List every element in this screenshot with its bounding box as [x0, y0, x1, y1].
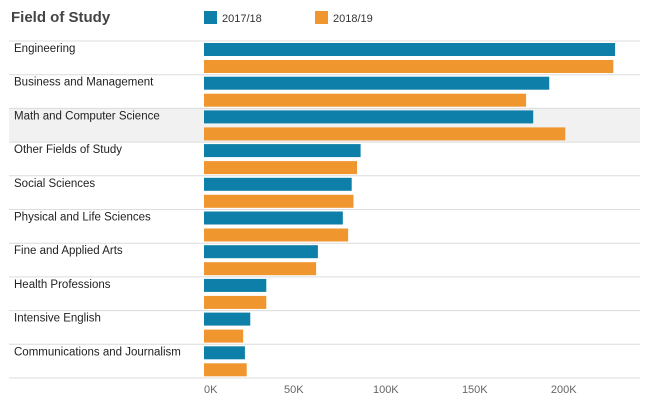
category-label-fine-and-applied-arts: Fine and Applied Arts — [14, 245, 123, 257]
x-axis-tick-layer: 0K 50K 100K 150K 200K — [204, 384, 577, 396]
category-label-physical-and-life-sciences: Physical and Life Sciences — [14, 212, 151, 224]
bar-2017-18-math-and-computer-science[interactable] — [204, 110, 534, 124]
category-label-math-and-computer-science: Math and Computer Science — [14, 110, 160, 122]
bar-2017-18-intensive-english[interactable] — [204, 312, 251, 326]
bar-2018-19-business-and-management[interactable] — [204, 93, 527, 107]
category-label-layer: Engineering Business and Management Math a… — [14, 43, 181, 358]
bar-2018-19-engineering[interactable] — [204, 60, 614, 73]
x-tick-label: 200K — [551, 384, 577, 396]
bar-2018-19-other-fields-of-study[interactable] — [204, 161, 358, 175]
bar-2017-18-other-fields-of-study[interactable] — [204, 144, 361, 158]
legend-label-2018-19: 2018/19 — [333, 13, 373, 25]
bar-2017-18-engineering[interactable] — [204, 43, 616, 56]
chart-title: Field of Study — [11, 9, 111, 26]
category-label-business-and-management: Business and Management — [14, 77, 154, 89]
bar-layer — [204, 43, 616, 377]
category-label-other-fields-of-study: Other Fields of Study — [14, 144, 122, 156]
x-tick-label: 0K — [204, 384, 218, 396]
bar-2018-19-health-professions[interactable] — [204, 295, 267, 309]
category-label-intensive-english: Intensive English — [14, 313, 101, 325]
bar-2017-18-communications-and-journalism[interactable] — [204, 346, 245, 360]
bar-2018-19-fine-and-applied-arts[interactable] — [204, 262, 317, 276]
category-label-communications-and-journalism: Communications and Journalism — [14, 346, 181, 358]
bar-2017-18-physical-and-life-sciences[interactable] — [204, 211, 343, 225]
legend: 2017/18 2018/19 — [204, 11, 373, 25]
bar-2018-19-social-sciences[interactable] — [204, 194, 354, 208]
bar-2017-18-social-sciences[interactable] — [204, 177, 352, 191]
row-separator-layer — [9, 40, 640, 379]
legend-swatch-2017-18 — [204, 11, 217, 24]
legend-swatch-2018-19 — [315, 11, 328, 24]
bar-2018-19-intensive-english[interactable] — [204, 329, 244, 343]
x-tick-label: 100K — [373, 384, 399, 396]
bar-2017-18-fine-and-applied-arts[interactable] — [204, 245, 318, 259]
category-label-engineering: Engineering — [14, 43, 75, 55]
bar-2018-19-math-and-computer-science[interactable] — [204, 127, 566, 141]
bar-2018-19-communications-and-journalism[interactable] — [204, 363, 247, 377]
x-tick-label: 50K — [284, 384, 304, 396]
legend-label-2017-18: 2017/18 — [222, 13, 262, 25]
category-label-social-sciences: Social Sciences — [14, 178, 95, 190]
bar-2018-19-physical-and-life-sciences[interactable] — [204, 228, 349, 242]
bar-2017-18-business-and-management[interactable] — [204, 76, 550, 90]
x-tick-label: 150K — [462, 384, 488, 396]
bar-2017-18-health-professions[interactable] — [204, 278, 267, 292]
category-label-health-professions: Health Professions — [14, 279, 111, 291]
